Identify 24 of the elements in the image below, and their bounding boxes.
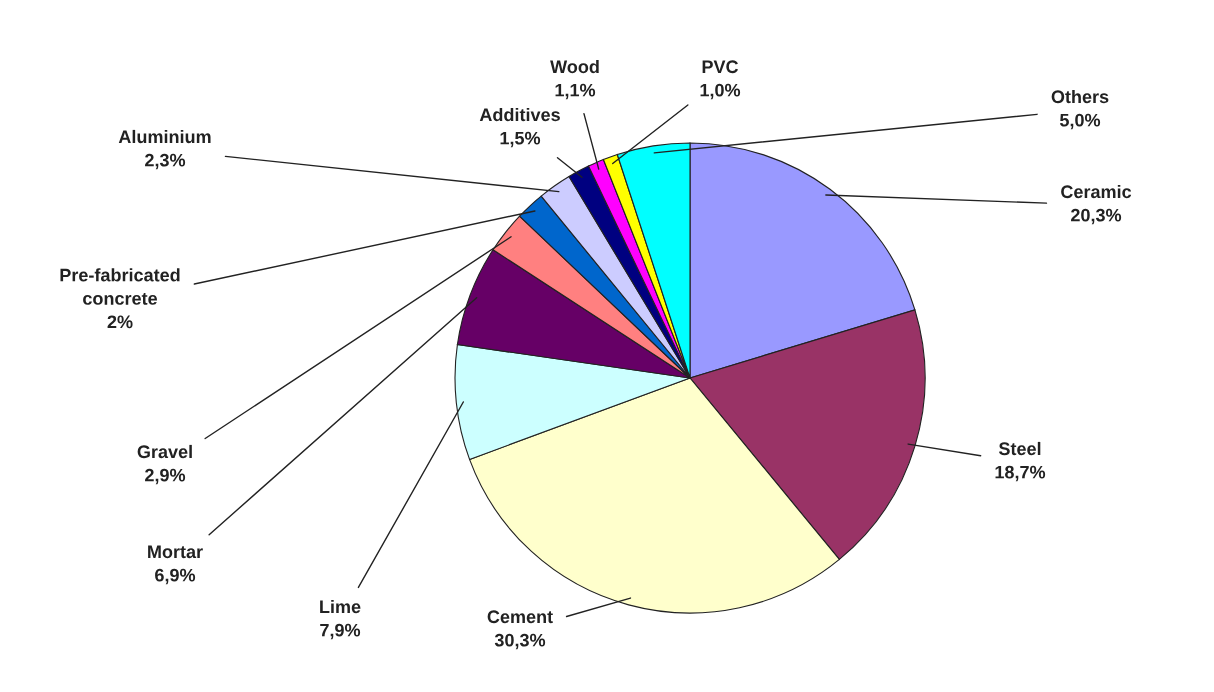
- data-label: 1,1%: [555, 83, 596, 100]
- slice-label: PVC: [702, 60, 739, 74]
- data-label: 1,0%: [700, 83, 741, 100]
- slice-label: Pre-fabricated concrete: [60, 268, 180, 305]
- slice-label: Aluminium: [118, 129, 211, 144]
- data-label: 18,7%: [995, 465, 1046, 482]
- slice-label: Steel: [998, 441, 1041, 456]
- slice-label: Ceramic: [1061, 184, 1132, 199]
- data-label: 7,9%: [320, 623, 361, 640]
- data-label: 20,3%: [1071, 208, 1122, 225]
- data-label: 2,3%: [145, 153, 186, 170]
- data-label: 2%: [107, 315, 133, 329]
- data-label: 1,5%: [500, 131, 541, 148]
- slice-label: Additives: [479, 107, 560, 122]
- slice-label: Gravel: [137, 444, 192, 459]
- slice-label: Lime: [320, 599, 361, 614]
- slice-label: Mortar: [148, 545, 203, 559]
- data-label: 30,3%: [494, 633, 546, 650]
- data-label: 6,9%: [155, 568, 196, 585]
- slice-label: Others: [1051, 89, 1109, 104]
- slice-label: Cement: [487, 610, 553, 624]
- data-label: 2,9%: [145, 468, 186, 485]
- slice-label: Wood: [550, 59, 599, 74]
- data-label: 5,0%: [1059, 113, 1101, 130]
